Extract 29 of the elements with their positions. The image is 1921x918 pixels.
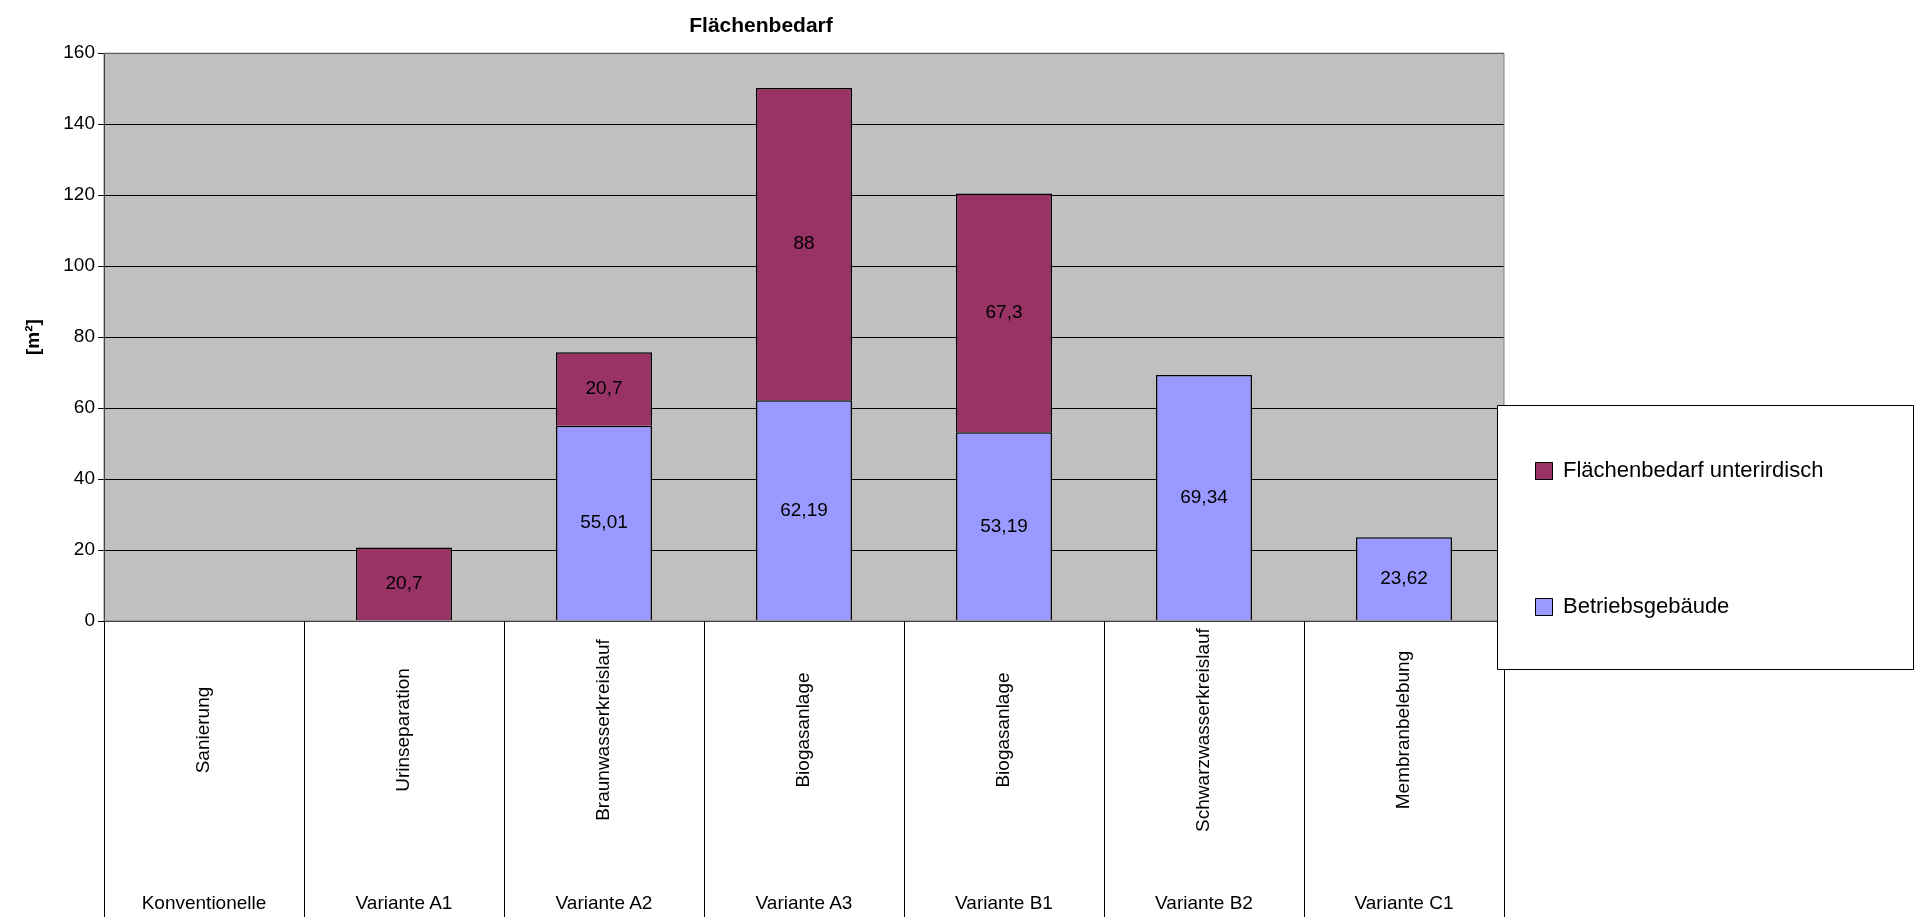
- y-tick-label: 100: [63, 254, 95, 276]
- legend-label: Flächenbedarf unterirdisch: [1563, 457, 1824, 483]
- data-label: 20,7: [385, 572, 423, 594]
- y-tick-label: 60: [73, 396, 95, 418]
- legend-label: Betriebsgebäude: [1563, 593, 1730, 619]
- data-label: 20,7: [585, 377, 623, 399]
- y-tick-label: 120: [63, 183, 95, 205]
- y-tick-label: 20: [73, 538, 95, 560]
- y-tick-label: 80: [73, 325, 95, 347]
- category-label: Variante A1 Urinseparation: [355, 668, 453, 914]
- category-label: Variante A2 Braunwasserkreislauf: [555, 639, 653, 914]
- data-label: 69,34: [1180, 485, 1229, 507]
- y-axis-title: [m²]: [21, 319, 43, 356]
- y-tick-label: 140: [63, 112, 95, 134]
- category-label: Variante C1 Membranbelebung: [1354, 650, 1454, 914]
- data-label: 55,01: [580, 511, 628, 533]
- chart-title: Flächenbedarf: [689, 13, 834, 37]
- y-tick-label: 0: [84, 609, 95, 631]
- category-label: Variante B1 Biogasanlage: [955, 672, 1053, 914]
- category-label: Variante B2 Schwarzwasserkreislauf: [1155, 628, 1253, 914]
- category-label: Variante A3 Biogasanlage: [755, 672, 853, 914]
- data-label: 53,19: [980, 514, 1028, 536]
- data-label: 88: [793, 232, 815, 254]
- data-label: 62,19: [780, 498, 828, 520]
- data-label: 23,62: [1380, 567, 1428, 589]
- category-label: Konventionelle Sanierung: [141, 686, 267, 914]
- y-tick-label: 40: [73, 467, 95, 489]
- y-tick-label: 160: [63, 41, 95, 63]
- data-label: 67,3: [985, 301, 1023, 323]
